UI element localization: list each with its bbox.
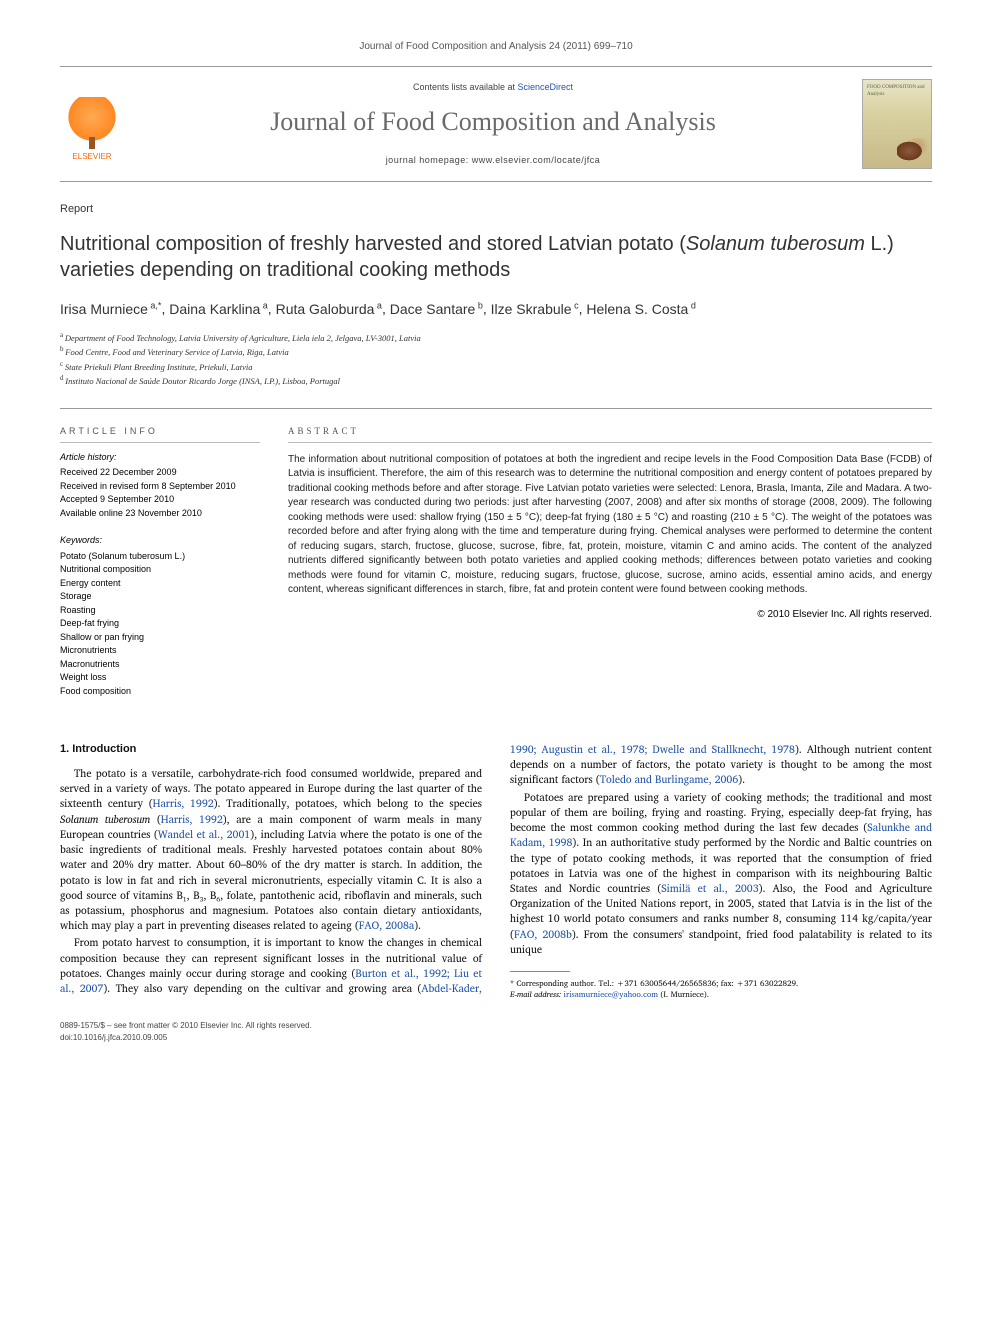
author: Ilze Skrabule c <box>491 301 579 317</box>
p2b: ). They also vary depending on the culti… <box>103 979 421 997</box>
keyword: Roasting <box>60 604 260 618</box>
author: Irisa Murniece a,* <box>60 301 161 317</box>
keyword: Nutritional composition <box>60 563 260 577</box>
homepage-line: journal homepage: www.elsevier.com/locat… <box>140 154 846 167</box>
info-abstract-row: ARTICLE INFO Article history: Received 2… <box>60 408 932 712</box>
contents-line: Contents lists available at ScienceDirec… <box>140 81 846 94</box>
p2d: ). <box>738 770 745 788</box>
cite-toledo-2006[interactable]: Toledo and Burlingame, 2006 <box>600 770 739 788</box>
email-label: E-mail address: <box>510 987 564 1001</box>
history-line: Received in revised form 8 September 201… <box>60 480 260 494</box>
abstract-col: ABSTRACT The information about nutrition… <box>288 425 932 712</box>
keyword: Storage <box>60 590 260 604</box>
affiliation: d Instituto Nacional de Saúde Doutor Ric… <box>60 373 932 388</box>
p3d: ). From the consumers' standpoint, fried… <box>510 925 932 958</box>
contents-prefix: Contents lists available at <box>413 82 518 92</box>
journal-cover-thumb: FOOD COMPOSITION and Analysis <box>862 79 932 169</box>
issn-line: 0889-1575/$ – see front matter © 2010 El… <box>60 1020 932 1031</box>
footnote-separator <box>510 971 570 972</box>
affiliation: c State Priekuli Plant Breeding Institut… <box>60 359 932 374</box>
author-sup: a <box>260 300 268 310</box>
affiliation: b Food Centre, Food and Veterinary Servi… <box>60 344 932 359</box>
doi-line: doi:10.1016/j.jfca.2010.09.005 <box>60 1032 932 1043</box>
body-text: 1. Introduction The potato is a versatil… <box>60 742 932 1000</box>
intro-para-3: Potatoes are prepared using a variety of… <box>510 790 932 957</box>
article-title: Nutritional composition of freshly harve… <box>60 231 932 283</box>
history-line: Available online 23 November 2010 <box>60 507 260 521</box>
article-info-heading: ARTICLE INFO <box>60 425 260 443</box>
keyword: Micronutrients <box>60 644 260 658</box>
publisher-name: ELSEVIER <box>72 151 111 162</box>
author: Ruta Galoburda a <box>276 301 382 317</box>
authors-line: Irisa Murniece a,*, Daina Karklina a, Ru… <box>60 299 932 319</box>
elsevier-tree-icon <box>67 97 117 147</box>
author-sup: a <box>374 300 382 310</box>
author-email[interactable]: irisamurniece@yahoo.com <box>564 987 658 1001</box>
author-sup: c <box>572 300 579 310</box>
abstract-heading: ABSTRACT <box>288 425 932 443</box>
intro-para-1: The potato is a versatile, carbohydrate-… <box>60 766 482 933</box>
title-pre: Nutritional composition of freshly harve… <box>60 233 686 255</box>
running-citation: Journal of Food Composition and Analysis… <box>60 40 932 54</box>
keywords-label: Keywords: <box>60 534 260 548</box>
keyword: Deep-fat frying <box>60 617 260 631</box>
journal-title: Journal of Food Composition and Analysis <box>140 104 846 140</box>
affiliation: a Department of Food Technology, Latvia … <box>60 330 932 345</box>
article-info-col: ARTICLE INFO Article history: Received 2… <box>60 425 260 712</box>
author-sup: a,* <box>148 300 162 310</box>
p1f: ). <box>414 916 421 934</box>
masthead-center: Contents lists available at ScienceDirec… <box>140 81 846 167</box>
article-type: Report <box>60 202 932 217</box>
keywords-block: Keywords: Potato (Solanum tuberosum L.)N… <box>60 534 260 698</box>
history-line: Accepted 9 September 2010 <box>60 493 260 507</box>
email-who: (I. Murniece). <box>658 987 709 1001</box>
title-species: Solanum tuberosum <box>686 233 865 255</box>
keyword: Weight loss <box>60 671 260 685</box>
keyword: Food composition <box>60 685 260 699</box>
abstract-copyright: © 2010 Elsevier Inc. All rights reserved… <box>288 608 932 622</box>
author-sup: d <box>688 300 696 310</box>
homepage-prefix: journal homepage: <box>386 155 472 165</box>
abstract-text: The information about nutritional compos… <box>288 453 932 598</box>
author-sup: b <box>475 300 483 310</box>
history-line: Received 22 December 2009 <box>60 466 260 480</box>
keyword: Shallow or pan frying <box>60 631 260 645</box>
keyword: Macronutrients <box>60 658 260 672</box>
author: Daina Karklina a <box>169 301 268 317</box>
author: Dace Santare b <box>390 301 483 317</box>
keyword: Energy content <box>60 577 260 591</box>
page-footer: 0889-1575/$ – see front matter © 2010 El… <box>60 1020 932 1042</box>
keyword: Potato (Solanum tuberosum L.) <box>60 550 260 564</box>
sciencedirect-link[interactable]: ScienceDirect <box>518 82 574 92</box>
cover-text: FOOD COMPOSITION and Analysis <box>867 85 925 97</box>
homepage-url[interactable]: www.elsevier.com/locate/jfca <box>472 155 601 165</box>
history-label: Article history: <box>60 451 260 465</box>
article-history: Article history: Received 22 December 20… <box>60 451 260 521</box>
affiliations: a Department of Food Technology, Latvia … <box>60 330 932 388</box>
cite-fao-2008a[interactable]: FAO, 2008a <box>359 916 414 934</box>
email-line: E-mail address: irisamurniece@yahoo.com … <box>510 989 932 1000</box>
author: Helena S. Costa d <box>586 301 695 317</box>
section-1-heading: 1. Introduction <box>60 742 482 758</box>
masthead: ELSEVIER Contents lists available at Sci… <box>60 66 932 182</box>
footnotes: * Corresponding author. Tel.: +371 63005… <box>510 978 932 1000</box>
elsevier-logo: ELSEVIER <box>60 86 124 162</box>
